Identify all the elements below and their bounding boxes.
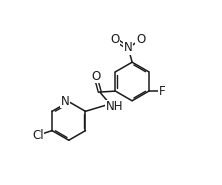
Text: Cl: Cl bbox=[32, 129, 44, 142]
Text: NH: NH bbox=[106, 100, 123, 113]
Text: N: N bbox=[61, 95, 70, 108]
Text: N: N bbox=[124, 41, 133, 54]
Text: F: F bbox=[159, 85, 166, 98]
Text: O: O bbox=[91, 70, 100, 83]
Text: O: O bbox=[110, 33, 120, 46]
Text: O: O bbox=[136, 33, 145, 46]
